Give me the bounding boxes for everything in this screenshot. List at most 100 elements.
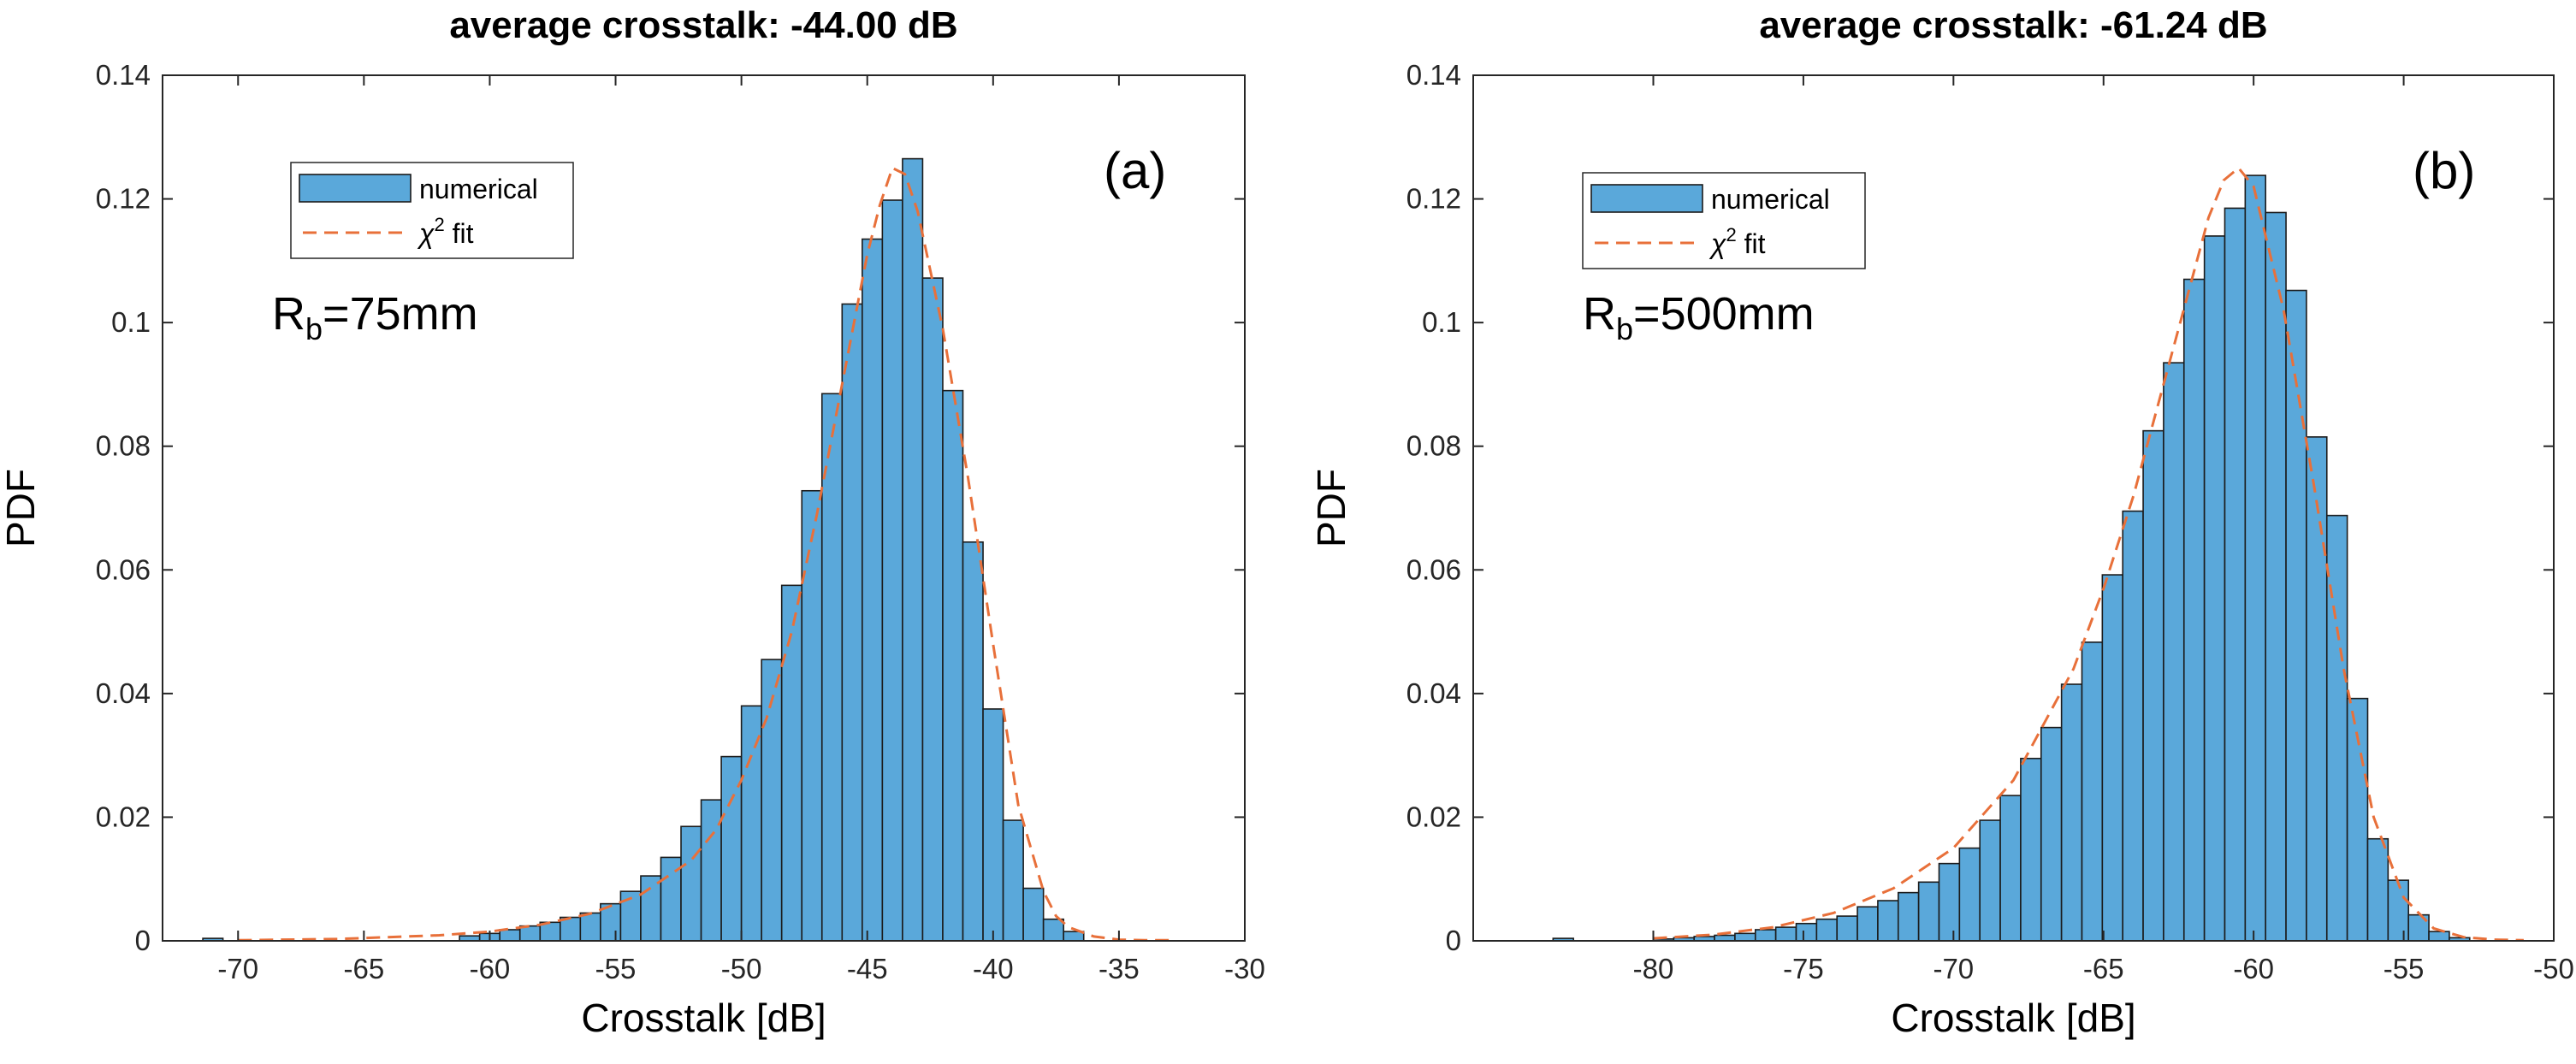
x-tick-label: -65 — [343, 953, 384, 984]
legend-fit-suffix: fit — [1737, 228, 1766, 259]
chart-title: average crosstalk: -61.24 dB — [1759, 4, 2267, 46]
y-ticks: 0 0.02 0.04 0.06 0.08 0.1 0.12 0.14 — [96, 59, 1245, 956]
x-tick-label: -35 — [1099, 953, 1140, 984]
legend-numerical-label: numerical — [1711, 184, 1830, 215]
x-ticks: -80 -75 -70 -65 -60 -55 -50 — [1633, 75, 2574, 984]
bend-radius-annotation: Rb=75mm — [272, 288, 478, 346]
annotation-main: R — [1583, 288, 1616, 340]
x-tick-label: -30 — [1224, 953, 1265, 984]
histogram-bar — [2020, 757, 2042, 942]
x-tick-label: -70 — [1933, 953, 1974, 984]
axes-box — [162, 74, 1246, 942]
histogram-bar — [2265, 211, 2287, 942]
y-tick-label: 0.08 — [1406, 430, 1461, 462]
x-tick-label: -40 — [973, 953, 1014, 984]
histogram-bar — [2387, 879, 2409, 942]
x-axis-label: Crosstalk [dB] — [1891, 996, 2135, 1040]
x-tick-label: -50 — [721, 953, 762, 984]
histogram-bar — [942, 389, 964, 942]
histogram-bar — [2325, 514, 2348, 942]
histogram-bar — [2163, 362, 2185, 942]
histogram-bar — [2306, 436, 2328, 942]
histogram-bar — [2060, 683, 2083, 942]
chart-title: average crosstalk: -44.00 dB — [449, 4, 957, 46]
x-tick-label: -70 — [217, 953, 258, 984]
histogram-bar — [2244, 174, 2266, 942]
histogram-bar — [1856, 906, 1879, 942]
chart-panel-b: average crosstalk: -61.24 dB -80 -75 -70 -6… — [1309, 4, 2574, 1040]
y-tick-label: 0.14 — [1406, 59, 1461, 91]
legend-bar-swatch — [1590, 184, 1703, 213]
histogram-bar — [841, 303, 863, 942]
histogram-bar — [2428, 931, 2450, 942]
legend-bar-swatch — [299, 174, 412, 203]
histogram-bar — [1002, 819, 1024, 942]
x-tick-label: -60 — [2233, 953, 2274, 984]
histogram-bars — [1552, 174, 2471, 942]
histogram-bars — [202, 157, 1085, 942]
y-tick-label: 0.12 — [96, 183, 151, 215]
histogram-bar — [2142, 429, 2164, 942]
y-tick-label: 0.04 — [96, 677, 151, 709]
y-tick-label: 0.12 — [1406, 183, 1461, 215]
histogram-bar — [862, 238, 884, 942]
histogram-bar — [2182, 278, 2206, 942]
histogram-bar — [801, 489, 823, 942]
histogram-bar — [499, 929, 521, 942]
y-tick-label: 0.04 — [1406, 677, 1461, 709]
histogram-bar — [1022, 887, 1045, 942]
panel-label: (b) — [2413, 142, 2475, 199]
x-tick-label: -65 — [2083, 953, 2124, 984]
bend-radius-annotation: Rb=500mm — [1583, 288, 1815, 346]
x-tick-label: -55 — [595, 953, 637, 984]
histogram-bar — [1795, 922, 1818, 942]
y-tick-label: 0.1 — [1422, 306, 1461, 338]
histogram-bar — [2224, 207, 2247, 942]
x-tick-label: -50 — [2533, 953, 2574, 984]
x-tick-label: -75 — [1783, 953, 1824, 984]
histogram-bar — [1042, 918, 1064, 942]
x-tick-label: -80 — [1633, 953, 1674, 984]
y-tick-label: 0.02 — [1406, 801, 1461, 832]
histogram-bar — [640, 875, 662, 942]
annotation-main: R — [272, 288, 305, 340]
histogram-bar — [1958, 847, 1981, 942]
histogram-bar — [2203, 235, 2226, 942]
legend-numerical-label: numerical — [419, 174, 538, 204]
histogram-bar — [982, 708, 1004, 942]
histogram-bar — [1815, 918, 1839, 942]
y-tick-label: 0.08 — [96, 430, 151, 462]
y-tick-label: 0.14 — [96, 59, 151, 91]
histogram-bar — [1897, 891, 1920, 942]
y-tick-label: 0.06 — [96, 553, 151, 585]
histogram-bar — [2101, 574, 2124, 942]
histogram-bar — [1836, 915, 1858, 942]
histogram-bar — [579, 912, 601, 942]
legend-fit-sup: 2 — [434, 214, 444, 235]
annotation-value: =500mm — [1633, 288, 1815, 340]
y-tick-label: 0.02 — [96, 801, 151, 832]
y-axis-label: PDF — [0, 469, 43, 547]
histogram-bar — [881, 199, 903, 942]
legend-fit-suffix: fit — [445, 218, 474, 249]
histogram-bar — [2366, 837, 2389, 942]
y-ticks: 0 0.02 0.04 0.06 0.08 0.1 0.12 0.14 — [1406, 59, 2554, 956]
histogram-bar — [700, 799, 722, 942]
histogram-bar — [2081, 641, 2104, 942]
x-tick-label: -60 — [470, 953, 511, 984]
legend-fit-chi: χ — [1708, 228, 1726, 259]
histogram-bar — [1734, 932, 1756, 942]
annotation-subscript: b — [305, 311, 323, 346]
x-axis-label: Crosstalk [dB] — [581, 996, 826, 1040]
y-tick-label: 0 — [135, 925, 151, 956]
legend-fit-chi: χ — [417, 218, 435, 249]
histogram-bar — [2122, 510, 2144, 942]
x-tick-label: -55 — [2384, 953, 2425, 984]
histogram-bar — [2285, 289, 2307, 942]
legend: numerical χ2 fit — [290, 162, 574, 259]
chi2-fit-line — [1653, 166, 2524, 942]
legend-fit-label: χ2 fit — [1708, 224, 1766, 259]
panel-label: (a) — [1104, 142, 1166, 199]
chart-panel-a: average crosstalk: -44.00 dB -70 -65 -60 -5… — [0, 4, 1265, 1040]
